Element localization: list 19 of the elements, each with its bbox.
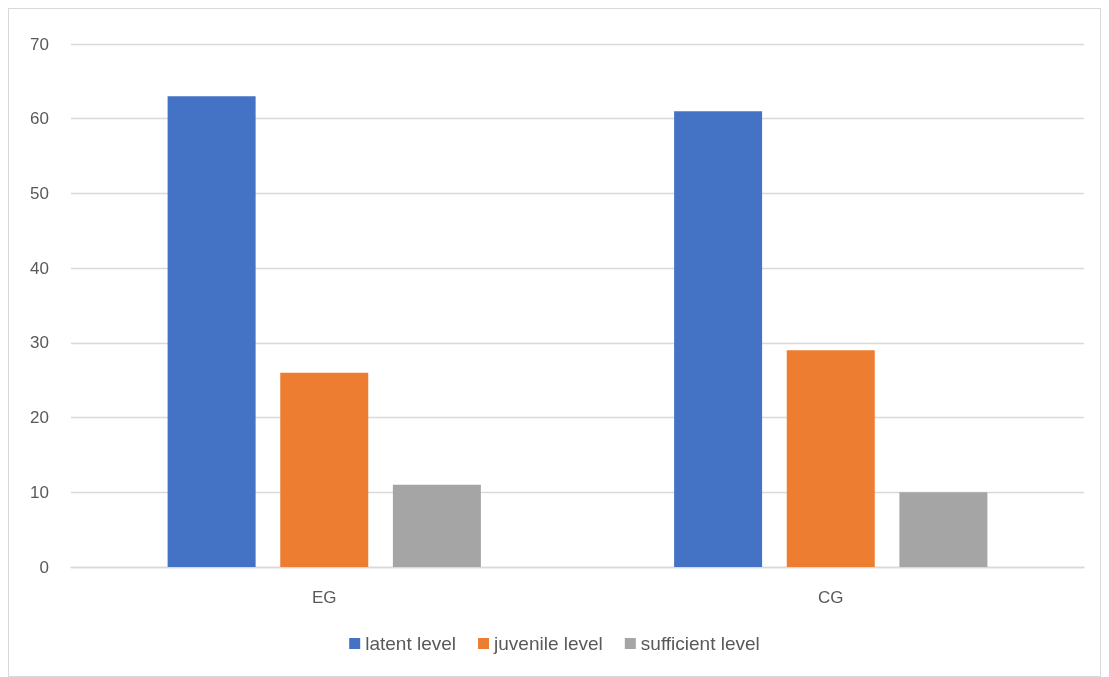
legend-label: sufficient level — [640, 633, 760, 654]
y-tick-label: 30 — [30, 333, 49, 353]
x-tick-label: CG — [818, 588, 844, 607]
x-tick-label: EG — [311, 588, 337, 607]
bar — [899, 492, 988, 567]
bar — [392, 484, 481, 567]
y-tick-label: 20 — [30, 408, 49, 428]
y-tick-label: 70 — [30, 34, 49, 54]
bar — [674, 111, 763, 567]
y-tick-label: 50 — [30, 183, 49, 203]
legend-label: juvenile level — [493, 633, 603, 654]
bar — [167, 96, 256, 567]
y-tick-label: 0 — [39, 557, 49, 577]
y-tick-label: 60 — [30, 109, 49, 129]
bar — [786, 350, 875, 567]
bar — [280, 372, 369, 567]
legend-label: latent level — [365, 633, 457, 654]
y-tick-label: 10 — [30, 482, 49, 502]
y-tick-label: 40 — [30, 258, 49, 278]
